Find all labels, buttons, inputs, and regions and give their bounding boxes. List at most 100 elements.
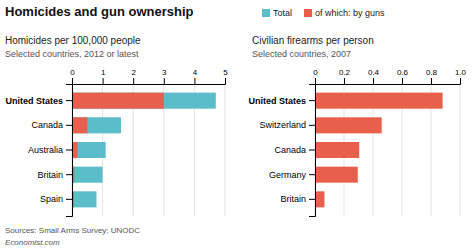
y-tick-mark [309,125,315,126]
panel-title: Civilian firearms per person [252,35,374,46]
x-tick-mark [72,78,73,84]
y-tick: Canada [274,145,315,155]
x-tick: 1.0 [455,68,467,84]
panel: Civilian firearms per person Selected cou… [248,35,466,217]
bar [72,117,87,133]
y-tick: United States [248,96,315,106]
x-tick: 5 [223,68,228,84]
x-tick-mark [344,78,345,84]
x-tick-label: 0.8 [426,68,438,77]
bars [315,93,443,208]
x-tick-label: 1.0 [455,68,467,77]
x-tick-label: 5 [223,68,228,77]
y-tick-label: United States [5,96,63,106]
bar [72,167,103,183]
axis-domain [316,78,461,85]
x-tick-label: 0.6 [397,68,409,77]
x-tick-label: 0 [70,68,75,77]
x-tick-mark [460,78,461,84]
y-tick: Switzerland [259,120,315,130]
x-tick: 2 [131,68,136,84]
x-tick-mark [373,78,374,84]
x-tick: 1 [101,68,106,84]
panel-title: Homicides per 100,000 people [5,35,141,46]
x-axis: 0 0.2 0.4 0.6 0.8 1.0 [313,68,466,85]
y-tick-label: Canada [31,120,63,130]
grid [72,84,225,216]
x-tick: 0 [70,68,75,84]
y-tick-mark [309,199,315,200]
y-tick-mark [66,174,72,175]
y-tick-label: United States [248,96,306,106]
x-axis: 0 1 2 3 4 5 [70,68,228,85]
panel-subtitle: Selected countries, 2012 or latest [5,49,139,59]
y-tick-mark [66,199,72,200]
y-tick-mark [309,150,315,151]
x-tick-label: 0.2 [339,68,351,77]
x-tick: 4 [193,68,198,84]
x-tick: 0.2 [339,68,351,84]
source: Sources: Small Arms Survey; UNODC [5,226,140,235]
axis-domain [73,78,226,85]
y-tick: Germany [269,170,315,180]
x-tick-mark [431,78,432,84]
y-tick-mark [66,100,72,101]
y-tick-label: Canada [274,145,306,155]
panel-subtitle: Selected countries, 2007 [252,49,351,59]
x-tick: 0 [313,68,318,84]
y-tick-mark [309,100,315,101]
x-tick-mark [225,78,226,84]
legend-swatch [304,9,312,17]
grid-line [460,84,461,216]
bar [72,142,106,158]
axis-domain [309,85,316,217]
x-tick-label: 0 [313,68,318,77]
title: Homicides and gun ownership [5,4,194,19]
x-tick-mark [402,78,403,84]
x-tick: 0.4 [368,68,380,84]
y-tick-mark [66,150,72,151]
y-tick: Australia [28,145,72,155]
axis-domain [66,85,73,217]
y-tick-label: Britain [280,194,306,204]
bar [315,93,443,109]
legend-swatch [262,9,270,17]
y-tick-label: Switzerland [259,120,306,130]
grid [315,84,460,216]
bar [72,191,96,207]
x-tick-label: 3 [162,68,167,77]
x-tick-label: 0.4 [368,68,380,77]
bar [72,117,121,133]
y-tick-label: Spain [40,194,63,204]
chart: Homicides and gun ownership Sources: Smal… [0,0,474,250]
bar [315,117,382,133]
y-tick: Britain [37,170,72,180]
y-tick-label: Germany [269,170,307,180]
x-tick-mark [133,78,134,84]
x-tick-mark [164,78,165,84]
x-tick-mark [315,78,316,84]
bar [72,93,164,109]
y-tick-mark [66,125,72,126]
x-tick-label: 1 [101,68,106,77]
bars [72,93,216,208]
x-tick: 3 [162,68,167,84]
y-axis: United States Switzerland Canada Germany Bri… [248,85,315,217]
y-tick: Britain [280,194,315,204]
legend-label: of which: by guns [315,8,385,18]
y-axis: United States Canada Australia Britain Spain [5,85,72,217]
x-tick-mark [103,78,104,84]
x-tick: 0.8 [426,68,438,84]
bar [315,167,358,183]
bar [315,142,359,158]
legend: Total of which: by guns [262,8,385,18]
y-tick: Spain [40,194,72,204]
x-tick: 0.6 [397,68,409,84]
x-tick-mark [194,78,195,84]
y-tick: Canada [31,120,72,130]
x-tick-label: 4 [193,68,198,77]
x-tick-label: 2 [131,68,136,77]
bar [315,191,324,207]
legend-label: Total [273,8,292,18]
y-tick-label: Britain [37,170,63,180]
